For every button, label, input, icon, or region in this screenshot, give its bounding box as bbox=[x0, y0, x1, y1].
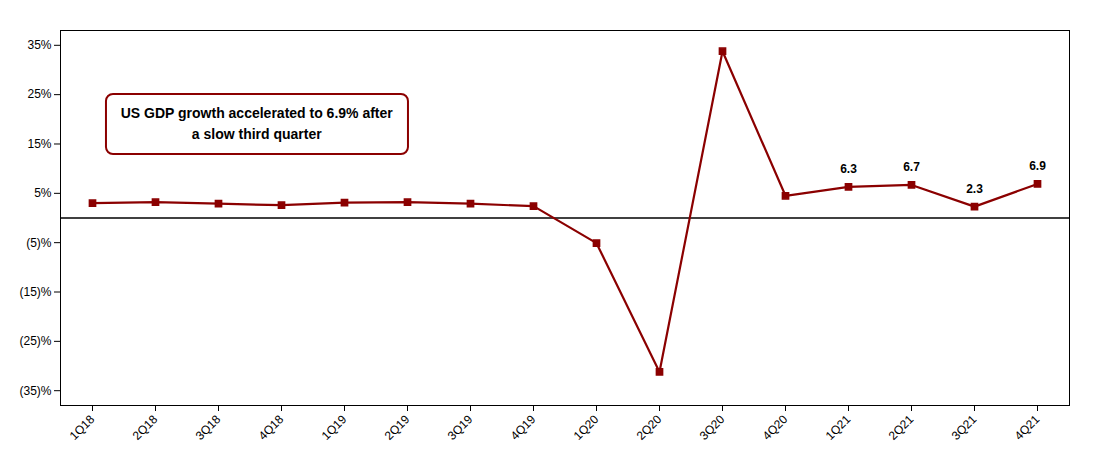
svg-text:(25)%: (25)% bbox=[19, 334, 51, 348]
svg-text:1Q18: 1Q18 bbox=[67, 412, 98, 443]
svg-text:2Q19: 2Q19 bbox=[382, 412, 413, 443]
svg-text:25%: 25% bbox=[27, 87, 51, 101]
svg-text:(5)%: (5)% bbox=[26, 236, 52, 250]
svg-text:2Q20: 2Q20 bbox=[634, 412, 665, 443]
svg-text:2.3: 2.3 bbox=[966, 182, 983, 196]
svg-text:3Q18: 3Q18 bbox=[193, 412, 224, 443]
svg-text:2Q18: 2Q18 bbox=[130, 412, 161, 443]
svg-text:3Q20: 3Q20 bbox=[697, 412, 728, 443]
svg-text:4Q21: 4Q21 bbox=[1012, 412, 1043, 443]
svg-text:3Q21: 3Q21 bbox=[949, 412, 980, 443]
svg-text:6.7: 6.7 bbox=[903, 160, 920, 174]
svg-text:35%: 35% bbox=[27, 38, 51, 52]
svg-text:6.3: 6.3 bbox=[840, 162, 857, 176]
svg-text:15%: 15% bbox=[27, 137, 51, 151]
svg-text:(15)%: (15)% bbox=[19, 285, 51, 299]
svg-text:4Q19: 4Q19 bbox=[508, 412, 539, 443]
html-text:US GDP growth accelerated to 6: US GDP growth accelerated to 6.9% after … bbox=[120, 104, 393, 142]
svg-text:1Q21: 1Q21 bbox=[823, 412, 854, 443]
svg-text:3Q19: 3Q19 bbox=[445, 412, 476, 443]
svg-text:4Q20: 4Q20 bbox=[760, 412, 791, 443]
svg-text:2Q21: 2Q21 bbox=[886, 412, 917, 443]
svg-text:(35)%: (35)% bbox=[19, 384, 51, 398]
svg-text:1Q20: 1Q20 bbox=[571, 412, 602, 443]
svg-text:5%: 5% bbox=[34, 186, 52, 200]
svg-text:1Q19: 1Q19 bbox=[319, 412, 350, 443]
svg-text:4Q18: 4Q18 bbox=[256, 412, 287, 443]
svg-text:6.9: 6.9 bbox=[1029, 159, 1046, 173]
